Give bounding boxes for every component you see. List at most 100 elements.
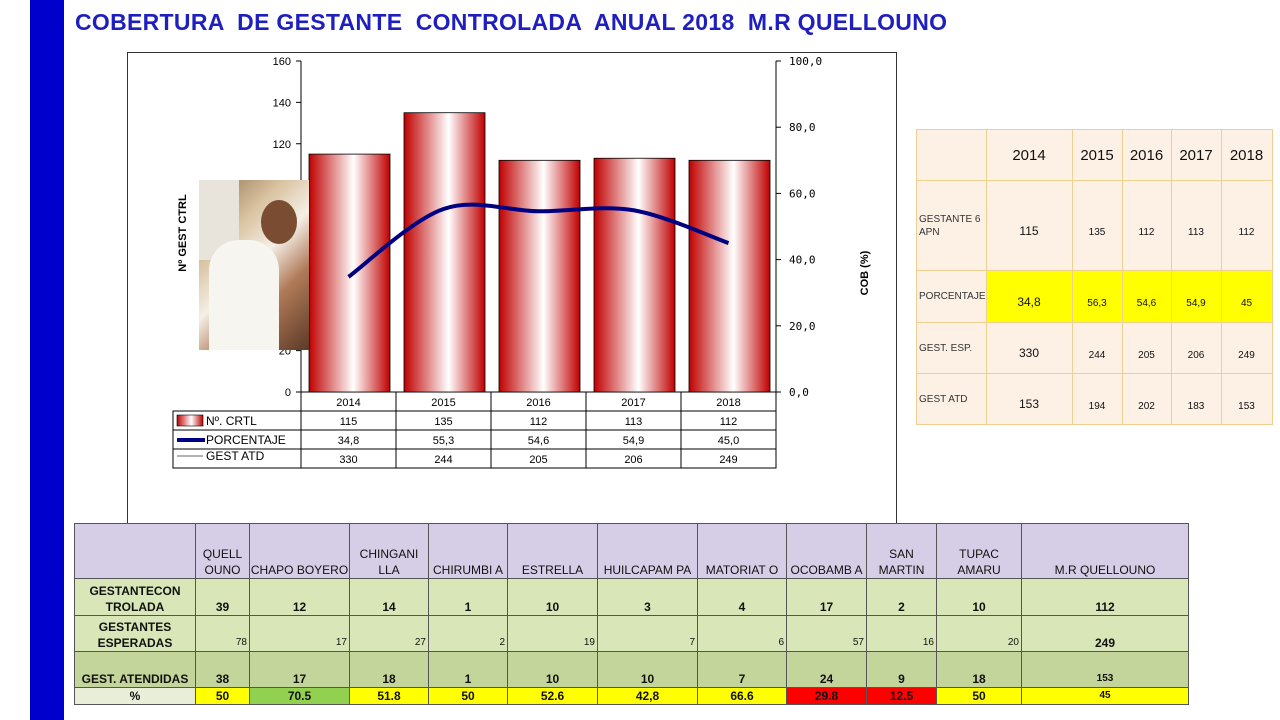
district-header: ESTRELLA — [507, 523, 598, 579]
district-header: CHINGANI LLA — [349, 523, 429, 579]
cell: 18 — [936, 651, 1022, 688]
row-label: PORCENTAJE — [916, 270, 987, 323]
combo-chart: 0204060801001201401600,020,040,060,080,0… — [172, 55, 871, 469]
table-value: 113 — [625, 416, 643, 428]
cell: 9 — [866, 651, 937, 688]
y-tick-label: 140 — [273, 97, 291, 109]
cell: 29.8 — [786, 687, 867, 705]
cell: 34,8 — [985, 270, 1073, 323]
cell: 1 — [428, 651, 508, 688]
cell: 45 — [1220, 270, 1273, 323]
district-header: SAN MARTIN — [866, 523, 937, 579]
row-label: GEST ATD — [916, 373, 987, 425]
cell: 51.8 — [349, 687, 429, 705]
cell: 1 — [428, 578, 508, 616]
cell: 249 — [1021, 615, 1189, 652]
y-tick-label: 120 — [273, 139, 291, 151]
cell: 56,3 — [1071, 270, 1123, 323]
legend-key-bar — [176, 414, 204, 427]
side-accent-bar — [30, 0, 64, 720]
y2-axis-label: COB (%) — [859, 250, 871, 295]
district-header: OCOBAMB A — [786, 523, 867, 579]
cell: 42,8 — [597, 687, 698, 705]
cell: 78 — [195, 615, 250, 652]
cell: 17 — [249, 615, 350, 652]
bar — [593, 157, 676, 393]
cell: 14 — [349, 578, 429, 616]
district-header: HUILCAPAM PA — [597, 523, 698, 579]
y2-tick-label: 40,0 — [789, 254, 816, 267]
legend-label: GEST ATD — [206, 449, 265, 463]
table-value: 34,8 — [338, 435, 359, 447]
table-value: 55,3 — [433, 435, 454, 447]
photo-image — [199, 180, 309, 350]
cell: 153 — [985, 373, 1073, 425]
cell: 10 — [507, 651, 598, 688]
x-tick-label: 2018 — [716, 397, 740, 409]
district-table: QUELL OUNO CHAPO BOYERO CHINGANI LLA CHI… — [74, 523, 1189, 705]
bar — [308, 153, 391, 393]
x-tick-label: 2015 — [431, 397, 455, 409]
y-axis-label: Nº GEST CTRL — [177, 194, 189, 272]
bar — [498, 159, 581, 393]
cell: 2 — [866, 578, 937, 616]
cell: 2 — [428, 615, 508, 652]
cell: 115 — [985, 180, 1073, 271]
cell: 6 — [697, 615, 787, 652]
cell: 249 — [1220, 322, 1273, 374]
table-value: 249 — [719, 454, 737, 466]
row-label: % — [74, 687, 196, 705]
y-tick-label: 160 — [273, 56, 291, 68]
cell: 20 — [936, 615, 1022, 652]
district-header: MATORIAT O — [697, 523, 787, 579]
year-header: 2015 — [1071, 129, 1123, 181]
cell: 57 — [786, 615, 867, 652]
row-label: GESTANTE 6 APN — [916, 180, 987, 271]
table-value: 115 — [340, 416, 358, 428]
cell: 153 — [1220, 373, 1273, 425]
legend-label: Nº. CRTL — [206, 414, 257, 428]
cell: 10 — [936, 578, 1022, 616]
cell: 135 — [1071, 180, 1123, 271]
cell: 205 — [1121, 322, 1172, 374]
cell: 50 — [428, 687, 508, 705]
district-header: CHAPO BOYERO — [249, 523, 350, 579]
cell: 38 — [195, 651, 250, 688]
cell: 54,9 — [1170, 270, 1222, 323]
cell: 202 — [1121, 373, 1172, 425]
row-label: GEST. ESP. — [916, 322, 987, 374]
table-value: 54,6 — [528, 435, 549, 447]
cell: 12.5 — [866, 687, 937, 705]
cell: 194 — [1071, 373, 1123, 425]
district-header: TUPAC AMARU — [936, 523, 1022, 579]
cell: 10 — [507, 578, 598, 616]
table-value: 205 — [529, 454, 547, 466]
cell: 153 — [1021, 651, 1189, 688]
cell: 39 — [195, 578, 250, 616]
table-value: 206 — [624, 454, 642, 466]
cell: 113 — [1170, 180, 1222, 271]
year-header: 2016 — [1121, 129, 1172, 181]
cell: 206 — [1170, 322, 1222, 374]
cell: 330 — [985, 322, 1073, 374]
cell: 17 — [786, 578, 867, 616]
x-tick-label: 2017 — [621, 397, 645, 409]
page-title: COBERTURA DE GESTANTE CONTROLADA ANUAL 2… — [75, 9, 948, 35]
percentage-line — [347, 202, 730, 279]
bar — [688, 159, 771, 393]
row-label: GESTANTES ESPERADAS — [74, 615, 196, 652]
cell: 50 — [195, 687, 250, 705]
cell: 10 — [597, 651, 698, 688]
year-header: 2017 — [1170, 129, 1222, 181]
cell: 45 — [1021, 687, 1189, 705]
row-label: GEST. ATENDIDAS — [74, 651, 196, 688]
cell: 70.5 — [249, 687, 350, 705]
y2-tick-label: 0,0 — [789, 386, 809, 399]
table-value: 135 — [434, 416, 452, 428]
cell: 18 — [349, 651, 429, 688]
district-header: M.R QUELLOUNO — [1021, 523, 1189, 579]
x-tick-label: 2016 — [526, 397, 550, 409]
cell: 112 — [1121, 180, 1172, 271]
cell: 112 — [1021, 578, 1189, 616]
cell: 183 — [1170, 373, 1222, 425]
